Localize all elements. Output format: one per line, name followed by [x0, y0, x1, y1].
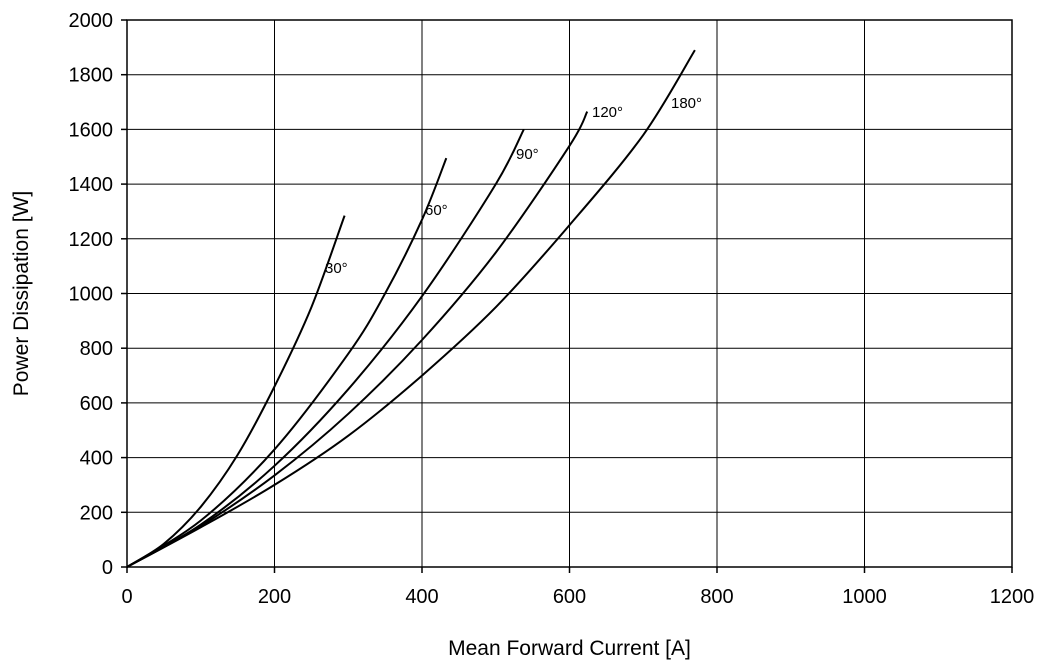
curve-label-4: 180° [671, 95, 702, 112]
curve-series-3 [126, 111, 589, 568]
y-tick-label: 0 [102, 557, 113, 579]
y-tick-label: 600 [80, 393, 113, 415]
curve-label-1: 60° [425, 202, 448, 219]
y-tick-label: 200 [80, 502, 113, 524]
x-tick-label: 1200 [990, 586, 1035, 608]
y-tick-label: 1200 [69, 229, 114, 251]
y-axis-title: Power Dissipation [W] [10, 191, 33, 396]
curve-label-2: 90° [516, 146, 539, 163]
x-tick-label: 1000 [842, 586, 887, 608]
y-tick-label: 1600 [69, 119, 114, 141]
y-tick-label: 800 [80, 338, 113, 360]
y-tick-label: 1000 [69, 284, 114, 306]
x-tick-label: 200 [258, 586, 291, 608]
y-tick-label: 400 [80, 448, 113, 470]
x-tick-label: 800 [700, 586, 733, 608]
curve-label-3: 120° [592, 104, 623, 121]
curve-series-1 [126, 157, 448, 568]
curve-series-0 [126, 215, 346, 568]
y-tick-label: 2000 [69, 10, 114, 32]
curves [126, 49, 696, 568]
x-tick-label: 0 [121, 586, 132, 608]
curve-series-4 [126, 49, 696, 568]
x-axis-title: Mean Forward Current [A] [448, 637, 691, 660]
curve-series-2 [126, 128, 525, 568]
curve-labels: 30° 60° 90° 120° 180° [325, 95, 702, 277]
grid [127, 20, 1012, 567]
y-tick-label: 1800 [69, 65, 114, 87]
ticks: 0 200 400 600 800 1000 1200 0 200 400 600 800 1000 12… [69, 10, 1035, 608]
y-tick-label: 1400 [69, 174, 114, 196]
x-tick-label: 400 [405, 586, 438, 608]
curve-label-0: 30° [325, 260, 348, 277]
x-tick-label: 600 [553, 586, 586, 608]
